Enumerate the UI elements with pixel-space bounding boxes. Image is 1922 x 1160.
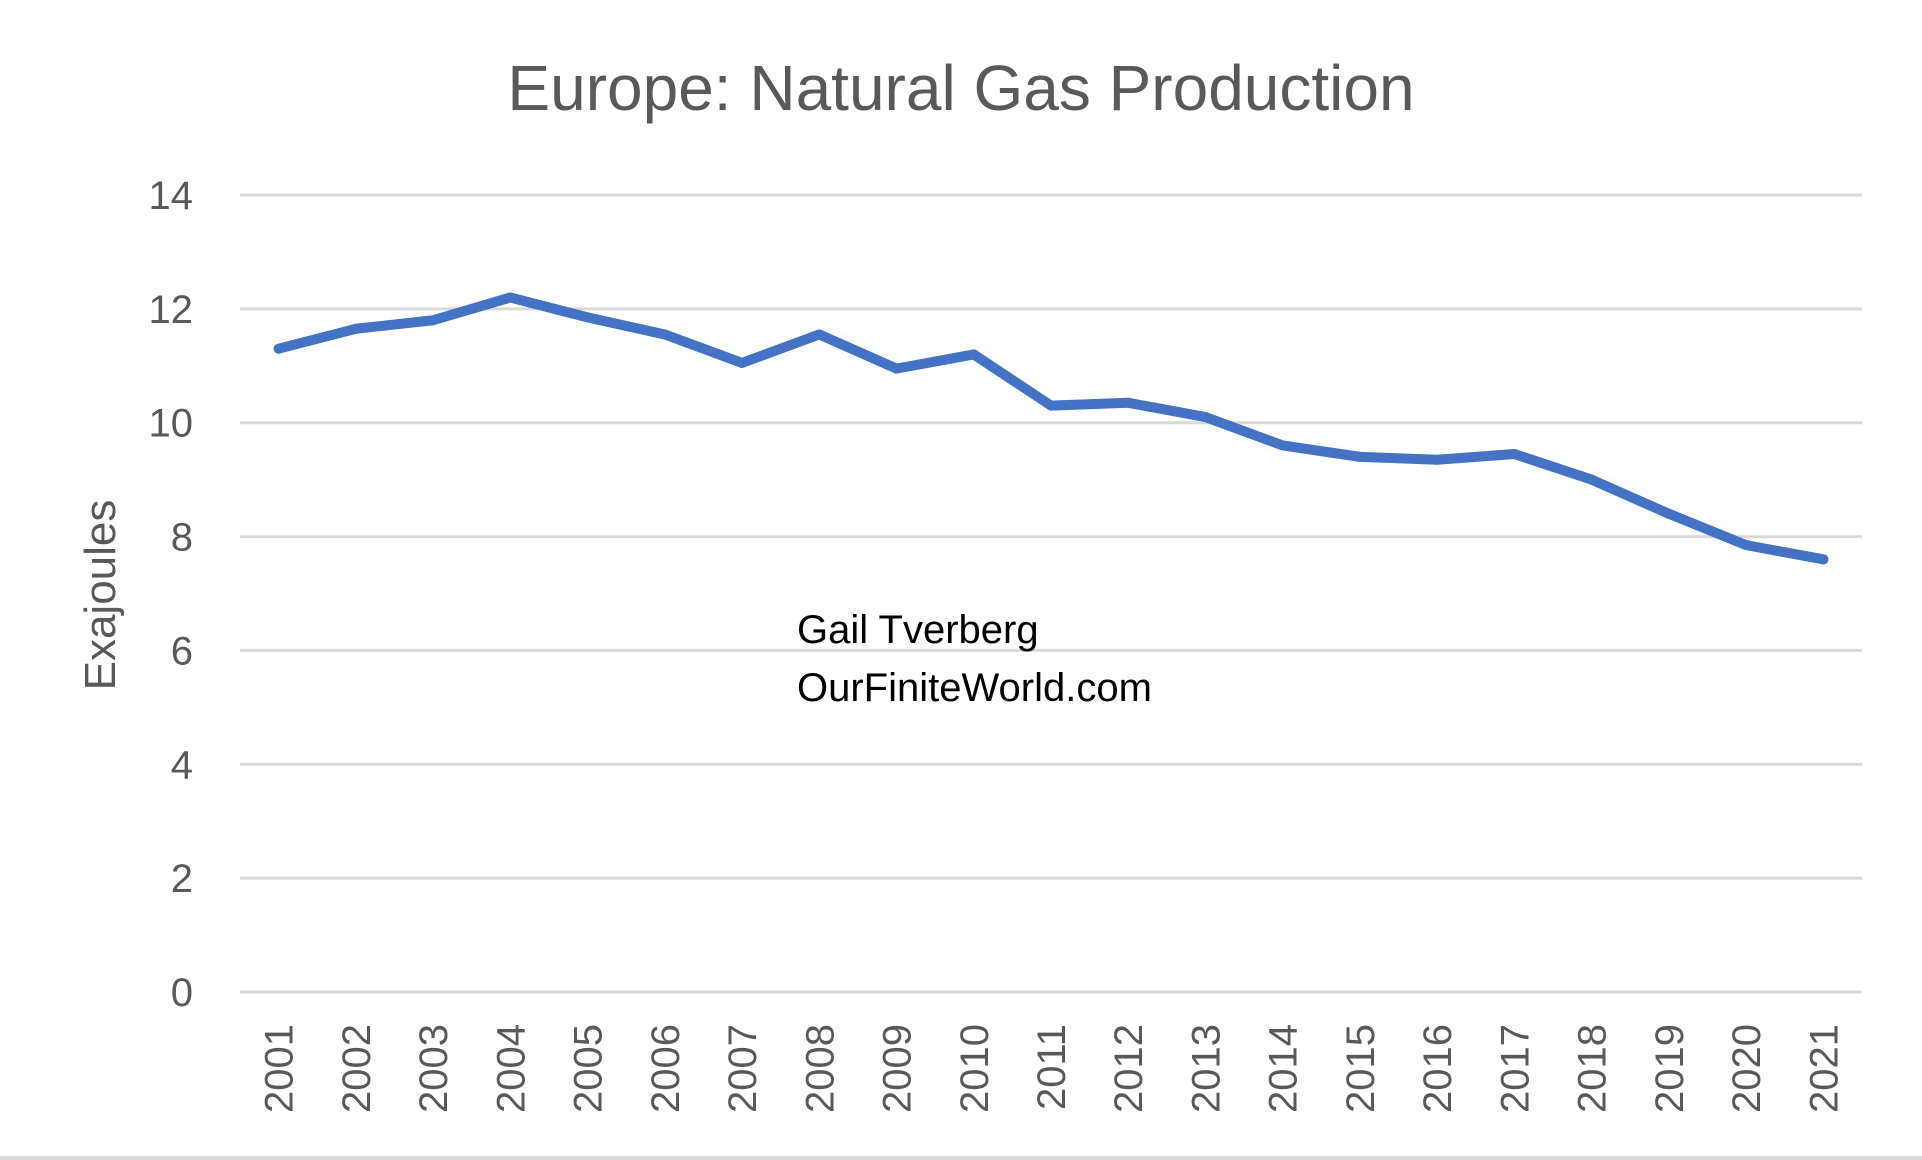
x-tick-label: 2009 (876, 1024, 920, 1113)
y-tick-label: 0 (171, 971, 193, 1015)
data-point (1663, 508, 1674, 519)
data-point (1046, 400, 1056, 411)
y-tick-label: 12 (149, 288, 194, 332)
bottom-divider (0, 1156, 1922, 1160)
x-tick-label: 2013 (1184, 1024, 1228, 1113)
data-point (1200, 412, 1211, 423)
x-tick-label: 2018 (1571, 1024, 1615, 1113)
annotation-website: OurFiniteWorld.com (797, 666, 1152, 710)
data-point (1354, 451, 1365, 462)
data-point (428, 315, 439, 326)
x-tick-label: 2014 (1262, 1024, 1306, 1113)
data-point (659, 329, 670, 340)
data-point (1818, 554, 1829, 565)
chart-title: Europe: Natural Gas Production (507, 52, 1414, 124)
y-axis-label: Exajoules (76, 500, 125, 691)
series-layer (273, 292, 1829, 565)
gridlines (240, 193, 1862, 994)
x-tick-label: 2006 (644, 1024, 688, 1113)
x-tick-label: 2015 (1339, 1024, 1383, 1113)
y-tick-label: 14 (149, 174, 194, 218)
data-point (1432, 454, 1443, 465)
data-point (273, 343, 284, 354)
x-tick-label: 2016 (1416, 1024, 1460, 1113)
data-point (582, 312, 593, 323)
y-tick-label: 10 (149, 402, 194, 446)
data-point (505, 292, 516, 303)
x-tick-label: 2021 (1802, 1024, 1846, 1113)
x-tick-label: 2004 (489, 1024, 533, 1113)
data-point (814, 329, 825, 340)
data-point (968, 349, 979, 360)
x-tick-label: 2020 (1725, 1024, 1769, 1113)
x-tick-label: 2002 (335, 1024, 379, 1113)
x-tick-label: 2005 (567, 1024, 611, 1113)
y-axis-ticks: 0 2 4 6 8 10 12 14 (149, 174, 194, 1015)
x-tick-label: 2007 (721, 1024, 765, 1113)
x-tick-label: 2010 (953, 1024, 997, 1113)
x-tick-label: 2017 (1493, 1024, 1537, 1113)
data-point (350, 323, 361, 334)
x-tick-label: 2019 (1648, 1024, 1692, 1113)
y-tick-label: 2 (171, 857, 193, 901)
data-point (891, 363, 902, 374)
data-point (1509, 449, 1520, 460)
data-point (1123, 397, 1134, 408)
x-tick-label: 2008 (798, 1024, 842, 1113)
y-tick-label: 6 (171, 629, 193, 673)
series-line (273, 292, 1829, 565)
data-points (273, 292, 1829, 565)
data-point (737, 357, 748, 368)
y-tick-label: 8 (171, 516, 193, 560)
data-point (1277, 440, 1288, 451)
x-axis-ticks: 2001 2002 2003 2004 2005 2006 2007 2008 2009 2010… (258, 1024, 1847, 1113)
y-tick-label: 4 (171, 743, 193, 787)
x-tick-label: 2011 (1030, 1024, 1074, 1110)
data-point (1741, 540, 1752, 551)
x-tick-label: 2003 (412, 1024, 456, 1113)
data-point (1586, 474, 1597, 485)
annotation-author: Gail Tverberg (797, 608, 1039, 652)
x-tick-label: 2012 (1107, 1024, 1151, 1113)
x-tick-label: 2001 (258, 1024, 302, 1113)
